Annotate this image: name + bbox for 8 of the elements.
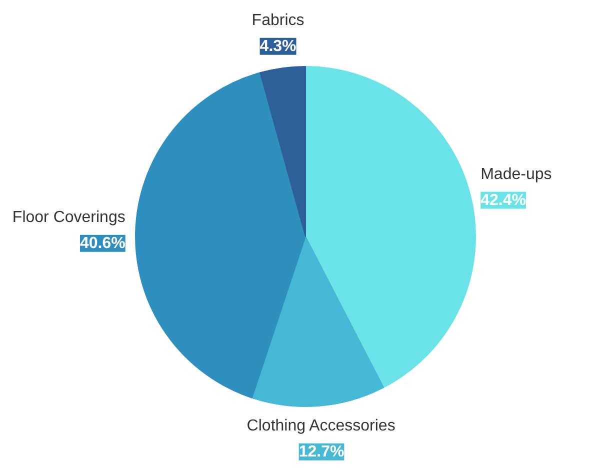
data-label: 4.3% (260, 38, 296, 55)
slice-label: Fabrics (252, 12, 304, 29)
data-label: 12.7% (298, 443, 344, 460)
data-label: 40.6% (80, 234, 126, 252)
slice-label: Floor Coverings (12, 208, 126, 226)
slice-label: Made-ups (480, 166, 552, 183)
slice-label: Clothing Accessories (246, 417, 396, 434)
data-label: 42.4% (480, 192, 526, 209)
